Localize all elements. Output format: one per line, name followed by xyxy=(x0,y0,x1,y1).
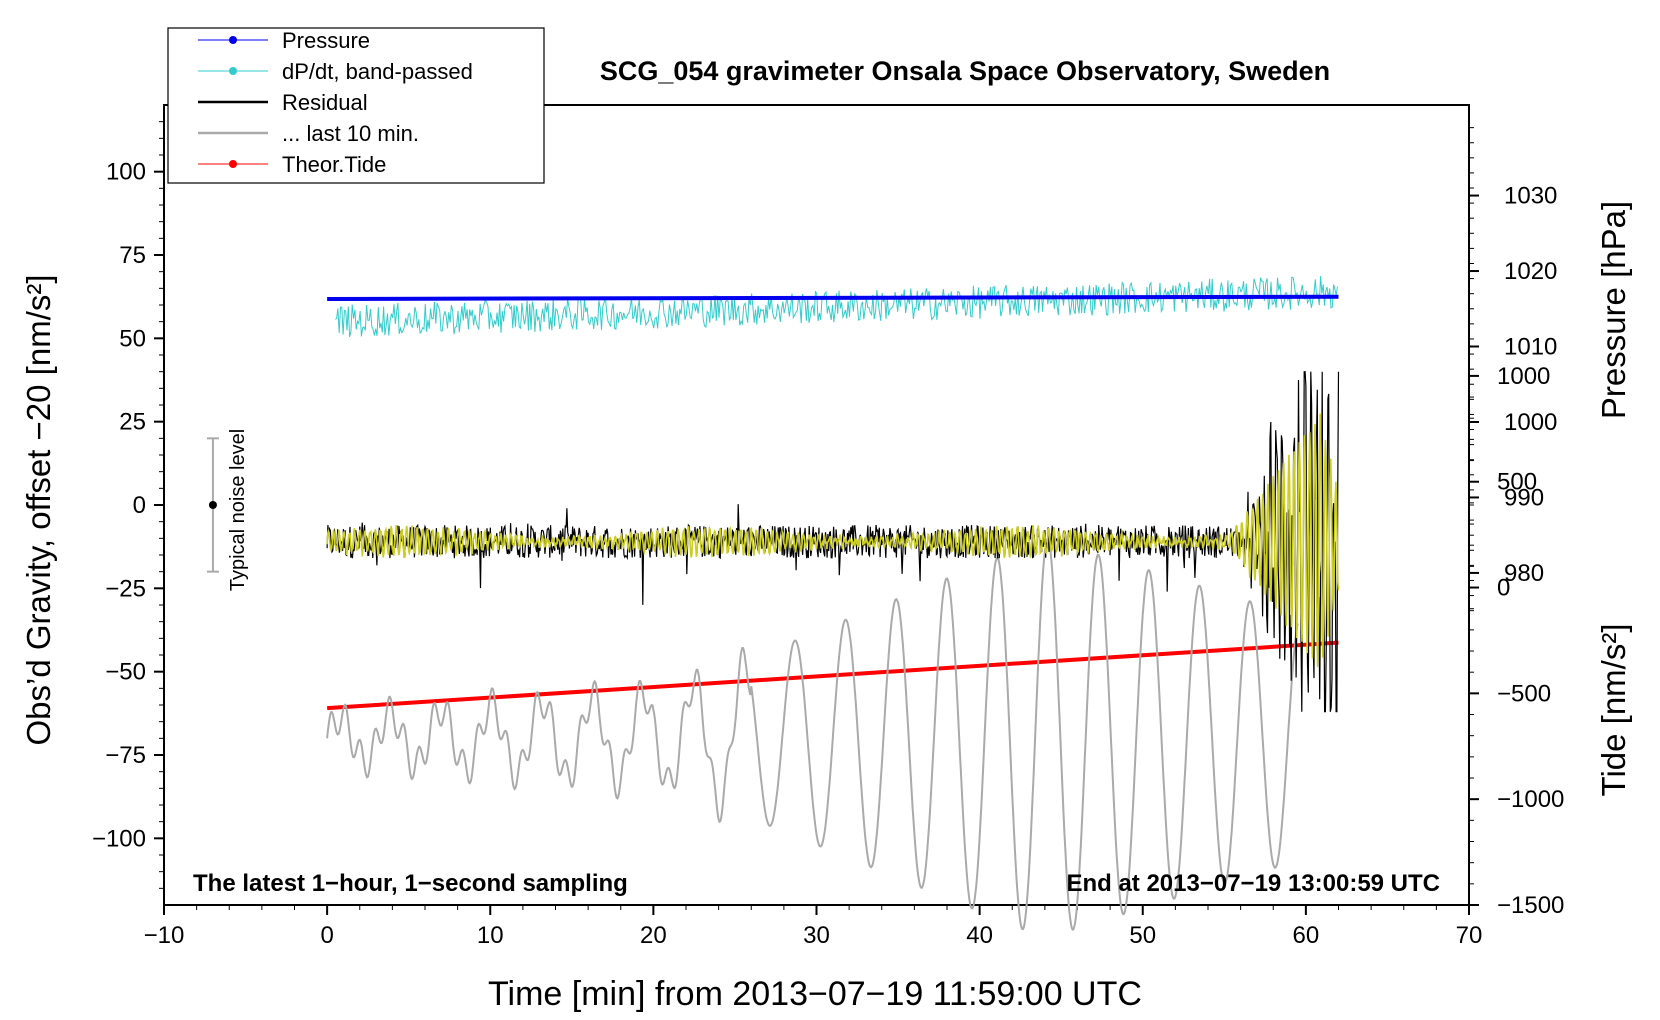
y-tide-tick-label: 1000 xyxy=(1497,363,1550,390)
legend-label: Pressure xyxy=(282,28,370,53)
legend-marker xyxy=(229,67,237,75)
chart-title: SCG_054 gravimeter Onsala Space Observat… xyxy=(600,56,1330,86)
series-theor-tide xyxy=(326,640,1339,711)
series-pressure xyxy=(327,294,1339,301)
x-tick-label: 70 xyxy=(1456,922,1483,949)
legend-marker xyxy=(229,160,237,168)
legend-entries: Pressure dP/dt, band-passed Residual ... la… xyxy=(198,28,473,177)
y-tide-tick-label: −1500 xyxy=(1497,892,1564,919)
y-left-tick-label: −100 xyxy=(92,825,146,852)
x-tick-label: 40 xyxy=(966,922,993,949)
annotation-bottom-right: End at 2013−07−19 13:00:59 UTC xyxy=(1066,870,1440,897)
series-residual-filtered xyxy=(326,413,1340,667)
series-last-10-min xyxy=(326,538,1299,931)
x-tick-label: −10 xyxy=(144,922,185,949)
legend-label: dP/dt, band-passed xyxy=(282,59,473,84)
series-layer xyxy=(326,276,1340,931)
y-tide-tick-label: 500 xyxy=(1497,469,1537,496)
legend-label: Theor.Tide xyxy=(282,152,386,177)
y-tide-tick-label: −1000 xyxy=(1497,786,1564,813)
y-axis-left-label: Obs’d Gravity, offset −20 [nm/s²] xyxy=(20,274,57,745)
y-pressure-tick-label: 1020 xyxy=(1504,258,1557,285)
y-pressure-tick-label: 980 xyxy=(1504,560,1544,587)
y-tide-tick-label: −500 xyxy=(1497,680,1551,707)
y-left-tick-label: −50 xyxy=(105,659,146,686)
x-tick-label: 20 xyxy=(640,922,667,949)
legend-label: ... last 10 min. xyxy=(282,121,419,146)
x-axis: −10 0 10 20 30 40 50 60 70 xyxy=(144,905,1483,949)
noise-bar xyxy=(206,437,219,573)
x-tick-label: 60 xyxy=(1293,922,1320,949)
legend-label: Residual xyxy=(282,90,368,115)
series-dpdt xyxy=(335,276,1338,338)
y-left-tick-label: 75 xyxy=(119,242,146,269)
y-left-tick-label: 25 xyxy=(119,409,146,436)
y-left-tick-label: −75 xyxy=(105,742,146,769)
x-tick-label: 0 xyxy=(320,922,333,949)
annotation-bottom-left: The latest 1−hour, 1−second sampling xyxy=(193,870,628,897)
y-axis-left: 100 75 50 25 0 −25 −50 −75 −100 xyxy=(92,121,164,889)
y-left-tick-label: 100 xyxy=(106,159,146,186)
y-pressure-tick-label: 1010 xyxy=(1504,334,1557,361)
y-axis-pressure-label: Pressure [hPa] xyxy=(1595,201,1632,419)
y-pressure-tick-label: 1000 xyxy=(1504,409,1557,436)
x-axis-label: Time [min] from 2013−07−19 11:59:00 UTC xyxy=(488,975,1142,1013)
y-pressure-tick-label: 990 xyxy=(1504,484,1544,511)
y-pressure-tick-label: 1030 xyxy=(1504,183,1557,210)
y-axis-tide-label: Tide [nm/s²] xyxy=(1595,624,1632,797)
x-tick-label: 10 xyxy=(477,922,504,949)
legend: Pressure dP/dt, band-passed Residual ... la… xyxy=(167,27,545,184)
y-axis-tide: 1000 500 0 −500 −1000 −1500 xyxy=(1469,363,1564,919)
y-left-tick-label: 0 xyxy=(133,492,146,519)
noise-bar-center xyxy=(208,501,217,509)
y-tide-tick-label: 0 xyxy=(1497,575,1510,602)
y-left-tick-label: 50 xyxy=(119,325,146,352)
legend-marker xyxy=(229,36,237,44)
noise-label: Typical noise level xyxy=(227,429,249,591)
legend-box xyxy=(167,27,545,184)
y-left-tick-label: −25 xyxy=(105,575,146,602)
x-tick-label: 30 xyxy=(803,922,830,949)
x-tick-label: 50 xyxy=(1129,922,1156,949)
